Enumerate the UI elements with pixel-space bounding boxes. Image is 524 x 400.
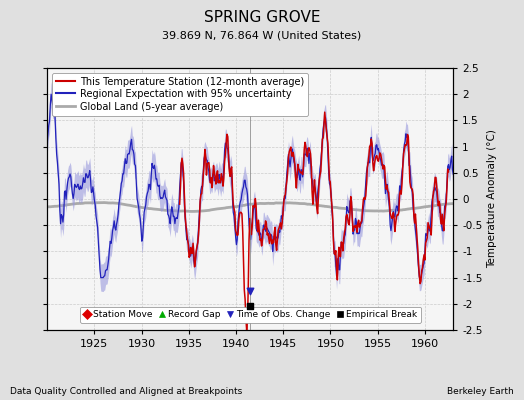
Text: 39.869 N, 76.864 W (United States): 39.869 N, 76.864 W (United States) (162, 30, 362, 40)
Text: Berkeley Earth: Berkeley Earth (447, 387, 514, 396)
Legend: Station Move, Record Gap, Time of Obs. Change, Empirical Break: Station Move, Record Gap, Time of Obs. C… (80, 307, 421, 323)
Point (246, 288, 254, 294)
Text: Data Quality Controlled and Aligned at Breakpoints: Data Quality Controlled and Aligned at B… (10, 387, 243, 396)
Text: SPRING GROVE: SPRING GROVE (204, 10, 320, 25)
Y-axis label: Temperature Anomaly (°C): Temperature Anomaly (°C) (487, 130, 497, 268)
Point (246, 303, 254, 310)
